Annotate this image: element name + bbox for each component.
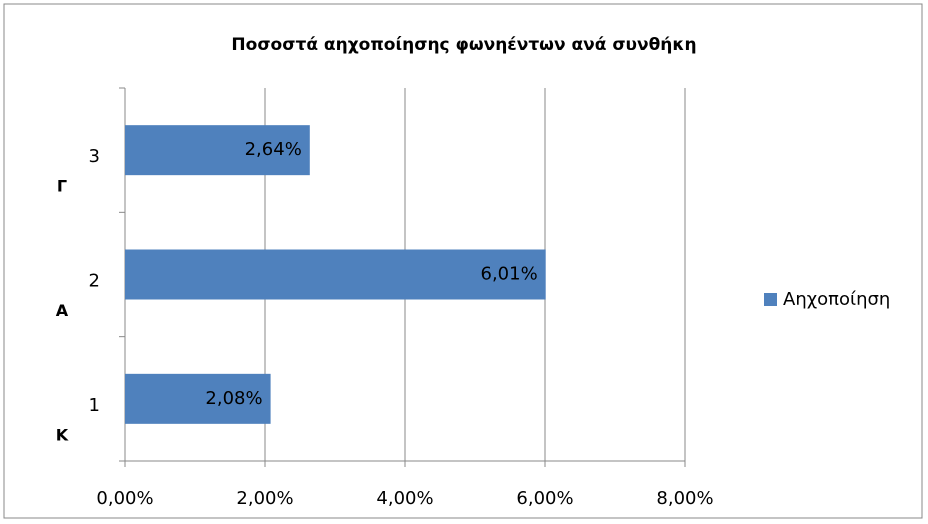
group-label: Γ — [57, 177, 67, 196]
x-tick-label: 0,00% — [96, 488, 153, 509]
y-tick-label: 2 — [89, 271, 100, 292]
bar — [125, 373, 271, 424]
x-tick-label: 6,00% — [516, 488, 573, 509]
group-label: Κ — [56, 425, 69, 444]
legend-label: Αηχοποίηση — [783, 289, 890, 310]
chart-title: Ποσοστά αηχοποίησης φωνηέντων ανά συνθήκ… — [231, 35, 696, 55]
bar — [125, 125, 310, 176]
x-tick-label: 2,00% — [236, 488, 293, 509]
group-label: Α — [56, 301, 69, 320]
y-tick-label: 1 — [89, 395, 100, 416]
bar — [125, 249, 546, 300]
data-label: 2,64% — [245, 139, 302, 160]
y-tick-label: 3 — [89, 146, 100, 167]
x-tick-label: 8,00% — [656, 488, 713, 509]
data-label: 6,01% — [481, 264, 538, 285]
legend-swatch — [764, 293, 777, 306]
x-tick-label: 4,00% — [376, 488, 433, 509]
data-label: 2,08% — [205, 388, 262, 409]
